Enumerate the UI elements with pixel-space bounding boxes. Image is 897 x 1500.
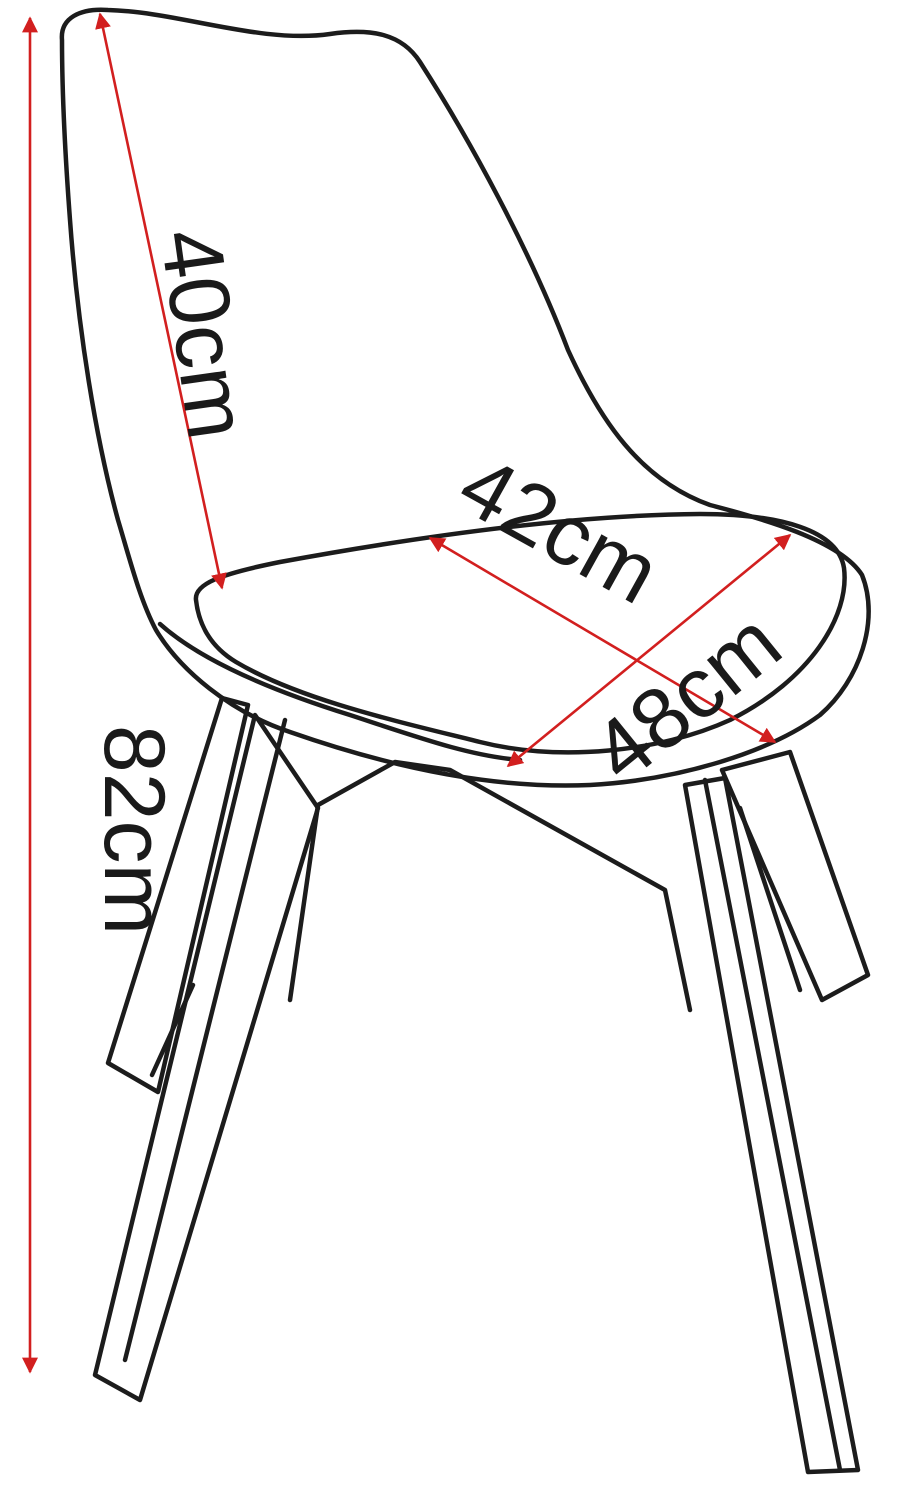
- seat-cushion: [193, 511, 847, 755]
- total-height-label: 82cm: [86, 725, 182, 935]
- front-right-leg: [682, 775, 861, 1475]
- seat-width-label: 42cm: [444, 437, 674, 623]
- backrest-height-arrow: [95, 12, 227, 590]
- backrest-height-label: 40cm: [142, 223, 266, 445]
- front-right-leg-edge: [702, 777, 843, 1473]
- back-right-leg-edge: [737, 805, 803, 993]
- frame-joint: [287, 802, 321, 1003]
- back-left-leg: [105, 695, 251, 1095]
- back-left-leg-edge: [149, 982, 196, 1078]
- under-seat-frame: [315, 759, 693, 1013]
- shell-inner-edge: [157, 621, 523, 763]
- dimension-arrows: [22, 12, 792, 1374]
- seat-depth-arrow: [506, 533, 792, 768]
- front-left-leg: [92, 712, 321, 1403]
- front-left-leg-edge: [122, 717, 288, 1363]
